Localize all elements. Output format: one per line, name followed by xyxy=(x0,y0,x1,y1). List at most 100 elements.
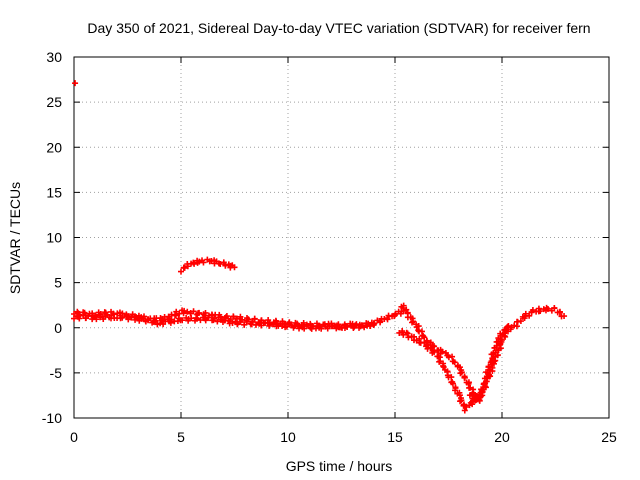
data-point xyxy=(449,380,456,387)
data-point xyxy=(181,264,188,271)
data-point xyxy=(344,323,351,330)
data-point xyxy=(286,321,293,328)
data-point xyxy=(517,318,524,325)
data-point xyxy=(230,313,237,320)
x-tick-label: 5 xyxy=(177,429,185,445)
data-point xyxy=(423,337,430,344)
data-point xyxy=(173,308,180,315)
data-point xyxy=(76,315,83,322)
data-point xyxy=(482,384,489,391)
data-point xyxy=(178,268,184,275)
data-point xyxy=(461,407,468,414)
y-tick-label: 20 xyxy=(46,139,62,155)
data-point xyxy=(529,307,536,314)
data-point xyxy=(243,318,250,325)
data-point xyxy=(128,314,135,321)
data-point xyxy=(85,313,92,320)
y-tick-label: 15 xyxy=(46,184,62,200)
y-axis-label: SDTVAR / TECUs xyxy=(7,182,23,294)
data-point xyxy=(458,369,465,376)
data-point xyxy=(410,318,417,325)
data-point xyxy=(200,259,207,266)
data-point xyxy=(145,316,152,323)
data-point xyxy=(202,309,209,316)
data-point xyxy=(119,314,126,321)
data-point xyxy=(485,371,492,378)
y-tick-label: 25 xyxy=(46,94,62,110)
y-tick-label: 5 xyxy=(54,275,62,291)
data-point xyxy=(102,313,109,320)
data-point xyxy=(457,398,464,405)
data-point xyxy=(456,364,463,371)
y-tick-label: 10 xyxy=(46,230,62,246)
data-point xyxy=(191,260,198,267)
data-point xyxy=(439,348,446,355)
data-point xyxy=(136,317,143,324)
data-point xyxy=(292,322,299,329)
data-point xyxy=(452,387,459,394)
data-point xyxy=(498,337,505,344)
data-point xyxy=(237,313,244,320)
x-axis-label: GPS time / hours xyxy=(286,458,393,474)
data-point xyxy=(352,322,359,329)
data-point xyxy=(489,364,496,371)
data-point xyxy=(431,343,438,350)
data-point xyxy=(190,308,197,315)
data-point xyxy=(424,341,431,348)
axis-ticks: 0 5 10 15 20 25 -10 -5 0 5 10 15 20 25 30 xyxy=(42,49,617,445)
data-point xyxy=(403,329,410,336)
data-point xyxy=(184,263,191,270)
data-point xyxy=(440,362,447,369)
x-tick-label: 20 xyxy=(494,429,510,445)
data-point xyxy=(193,315,200,322)
data-point xyxy=(463,403,470,410)
x-tick-label: 0 xyxy=(70,429,78,445)
data-point xyxy=(405,334,412,341)
data-point xyxy=(526,312,533,319)
data-point xyxy=(222,314,229,321)
data-point xyxy=(409,319,416,326)
data-point xyxy=(456,392,463,399)
data-point xyxy=(266,320,273,327)
data-point xyxy=(181,307,188,314)
data-point xyxy=(214,318,221,325)
data-point xyxy=(252,321,259,328)
data-point xyxy=(458,397,465,404)
data-point xyxy=(431,348,438,355)
grid xyxy=(74,57,609,418)
data-point xyxy=(258,322,265,329)
data-point xyxy=(561,313,568,320)
data-point xyxy=(269,321,276,328)
data-point xyxy=(479,386,486,393)
data-point xyxy=(477,393,484,400)
data-point xyxy=(205,314,212,321)
y-tick-label: -10 xyxy=(42,410,62,426)
data-point xyxy=(544,305,551,312)
data-point xyxy=(367,323,374,330)
x-tick-label: 10 xyxy=(280,429,296,445)
data-point xyxy=(400,331,407,338)
data-point xyxy=(217,261,224,268)
data-point xyxy=(249,319,256,326)
data-point xyxy=(301,325,308,332)
data-point xyxy=(473,396,480,403)
data-point xyxy=(237,318,244,325)
data-point xyxy=(223,313,230,320)
y-tick-label: 0 xyxy=(54,320,62,336)
data-point xyxy=(370,322,377,329)
data-point xyxy=(196,309,203,316)
data-point xyxy=(403,306,410,313)
data-point xyxy=(151,318,158,325)
data-point xyxy=(556,309,563,316)
data-point xyxy=(72,80,79,87)
data-point xyxy=(318,325,325,332)
data-point xyxy=(361,324,368,331)
data-point xyxy=(92,313,99,320)
data-point xyxy=(211,315,218,322)
data-point xyxy=(179,317,186,324)
data-point xyxy=(93,316,100,323)
data-point xyxy=(502,333,509,340)
x-tick-label: 15 xyxy=(387,429,403,445)
data-point xyxy=(537,307,544,314)
